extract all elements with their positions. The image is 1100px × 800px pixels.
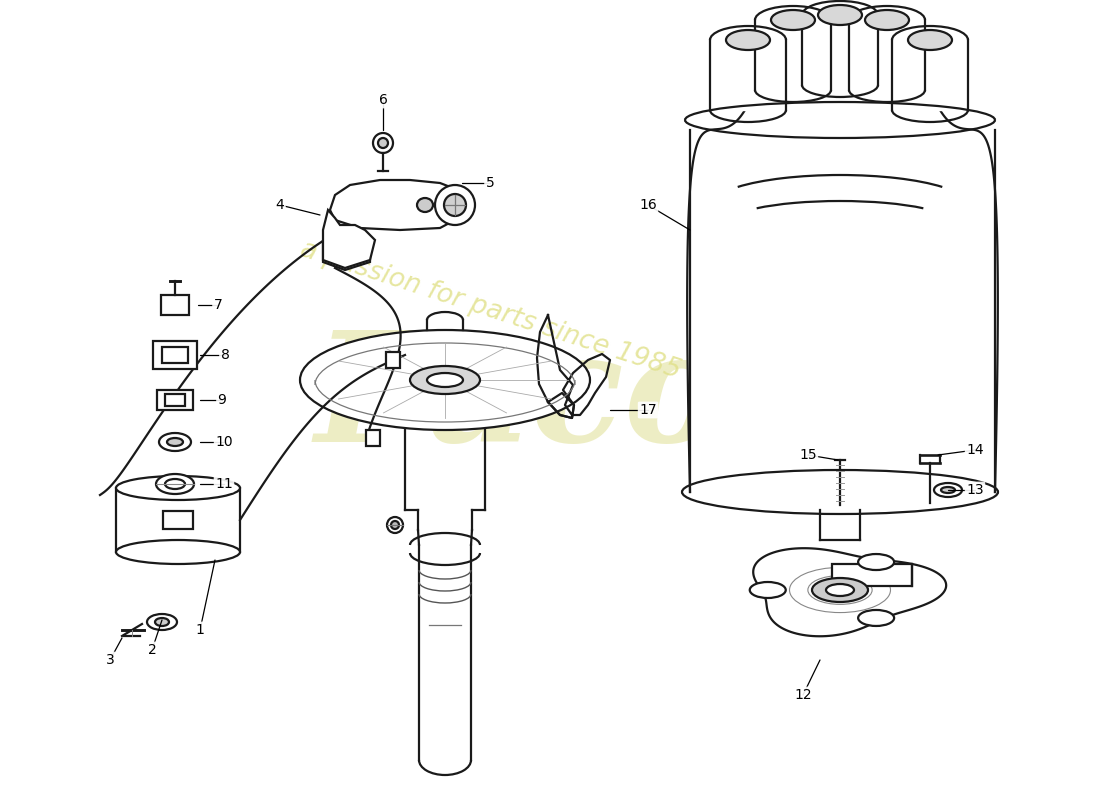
FancyBboxPatch shape — [386, 352, 400, 368]
Text: 1: 1 — [196, 623, 205, 637]
Polygon shape — [323, 210, 375, 268]
Ellipse shape — [155, 618, 169, 626]
Ellipse shape — [858, 610, 894, 626]
Ellipse shape — [390, 521, 399, 529]
Polygon shape — [755, 20, 830, 90]
Ellipse shape — [160, 433, 191, 451]
Text: 2: 2 — [147, 643, 156, 657]
Ellipse shape — [865, 10, 909, 30]
Ellipse shape — [373, 133, 393, 153]
Ellipse shape — [300, 330, 590, 430]
Polygon shape — [688, 110, 998, 492]
Ellipse shape — [410, 366, 480, 394]
Polygon shape — [330, 180, 462, 230]
Ellipse shape — [934, 483, 962, 497]
Ellipse shape — [858, 554, 894, 570]
Polygon shape — [802, 15, 878, 85]
Ellipse shape — [167, 438, 183, 446]
Text: 15: 15 — [800, 448, 817, 462]
Ellipse shape — [812, 578, 868, 602]
Text: 6: 6 — [378, 93, 387, 107]
Polygon shape — [849, 20, 925, 90]
Ellipse shape — [908, 30, 952, 50]
Text: 3: 3 — [106, 653, 114, 667]
Text: a passion for parts since 1985: a passion for parts since 1985 — [297, 236, 683, 384]
Text: 8: 8 — [221, 348, 230, 362]
Ellipse shape — [750, 582, 785, 598]
Polygon shape — [323, 240, 370, 270]
Ellipse shape — [818, 5, 862, 25]
Text: 16: 16 — [639, 198, 657, 212]
Ellipse shape — [116, 540, 240, 564]
Text: 14: 14 — [966, 443, 983, 457]
Ellipse shape — [165, 479, 185, 489]
Ellipse shape — [156, 474, 194, 494]
Text: Fuco: Fuco — [315, 326, 726, 474]
Ellipse shape — [387, 517, 403, 533]
Ellipse shape — [417, 198, 433, 212]
Polygon shape — [710, 40, 786, 110]
Ellipse shape — [726, 30, 770, 50]
Text: 12: 12 — [794, 688, 812, 702]
Text: 11: 11 — [216, 477, 233, 491]
Text: 7: 7 — [213, 298, 222, 312]
Ellipse shape — [427, 373, 463, 387]
Text: 5: 5 — [485, 176, 494, 190]
Ellipse shape — [116, 476, 240, 500]
Text: 4: 4 — [276, 198, 285, 212]
FancyBboxPatch shape — [162, 347, 188, 363]
Polygon shape — [754, 548, 946, 636]
FancyBboxPatch shape — [157, 390, 192, 410]
Ellipse shape — [378, 138, 388, 148]
FancyBboxPatch shape — [165, 394, 185, 406]
Ellipse shape — [771, 10, 815, 30]
Text: 13: 13 — [966, 483, 983, 497]
Ellipse shape — [682, 470, 998, 514]
Ellipse shape — [147, 614, 177, 630]
Ellipse shape — [940, 487, 955, 493]
FancyBboxPatch shape — [163, 511, 192, 529]
Ellipse shape — [434, 185, 475, 225]
Text: 17: 17 — [639, 403, 657, 417]
Polygon shape — [892, 40, 968, 110]
Ellipse shape — [826, 584, 854, 596]
FancyBboxPatch shape — [832, 564, 912, 586]
Ellipse shape — [444, 194, 466, 216]
Text: 10: 10 — [216, 435, 233, 449]
FancyBboxPatch shape — [153, 341, 197, 369]
FancyBboxPatch shape — [366, 430, 379, 446]
Text: 9: 9 — [218, 393, 227, 407]
FancyBboxPatch shape — [161, 295, 189, 315]
